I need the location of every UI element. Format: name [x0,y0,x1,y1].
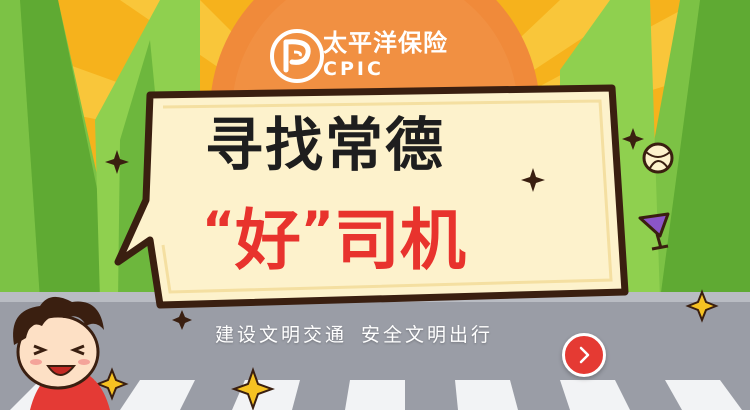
slogan-part1: 建设文明交通 [215,324,348,346]
headline-highlight: 好 [234,202,301,279]
quote-close: ” [300,201,334,259]
glass-icon [638,212,670,251]
speech-bubble [114,84,629,309]
headline-line1: 寻找常德 [205,111,446,179]
chevron-right-icon [579,346,590,364]
brand-name-cn: 太平洋保险 [323,29,448,57]
ball-icon [642,142,674,174]
brand-name-en: CPIC [323,58,384,80]
cpic-logo-icon [270,29,324,83]
cartoon-boy [13,296,110,410]
sparkle-yellow [95,289,719,410]
quote-open: “ [202,201,235,259]
sparkles [105,128,644,330]
headline-rest: 司机 [333,202,466,279]
slogan-part2: 安全文明出行 [361,324,494,346]
next-button[interactable] [562,333,606,377]
headline-line2: “好”司机 [202,190,466,281]
slogan: 建设文明交通 安全文明出行 [215,320,493,347]
brand-logo: 太平洋保险 CPIC [323,30,448,80]
